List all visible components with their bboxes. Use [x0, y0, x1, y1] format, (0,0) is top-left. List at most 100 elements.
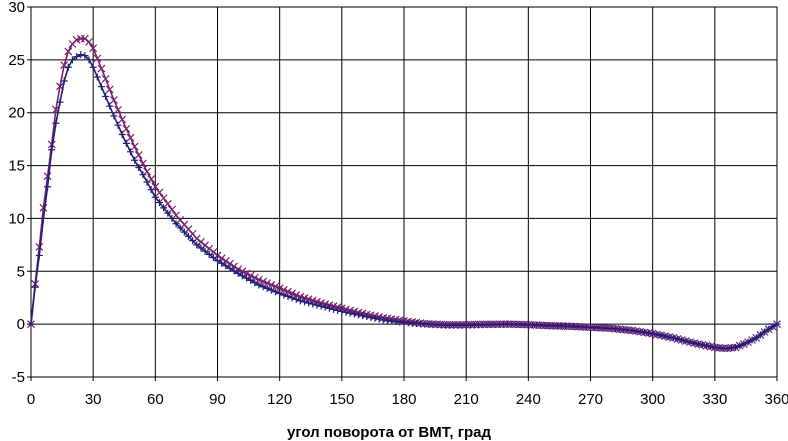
data-point — [736, 342, 744, 350]
data-point — [56, 98, 64, 106]
data-point — [126, 148, 134, 156]
data-point — [640, 328, 648, 336]
data-point — [288, 294, 296, 302]
data-point — [101, 74, 110, 83]
data-point — [197, 244, 205, 252]
data-point — [682, 337, 690, 345]
x-tick-label: 90 — [209, 391, 226, 408]
data-point — [205, 250, 213, 258]
data-point — [375, 315, 383, 323]
data-point — [131, 156, 139, 164]
x-tick-label: 180 — [391, 391, 416, 408]
data-point — [317, 302, 325, 310]
data-point — [110, 112, 118, 120]
data-point — [85, 56, 93, 64]
data-point — [690, 339, 698, 347]
data-point — [47, 140, 56, 149]
data-point — [305, 299, 313, 307]
data-point — [247, 276, 255, 284]
x-tick-label: 270 — [578, 391, 603, 408]
data-point — [114, 105, 122, 114]
data-point — [139, 171, 147, 179]
data-point — [338, 307, 346, 315]
data-point — [89, 44, 98, 53]
data-point — [155, 188, 164, 197]
data-point — [674, 335, 682, 343]
data-point — [97, 64, 106, 73]
data-point — [255, 275, 263, 284]
data-point — [167, 205, 176, 214]
data-point — [276, 289, 284, 297]
data-point — [288, 289, 297, 298]
y-tick-label: -5 — [12, 369, 25, 386]
data-point — [350, 310, 358, 318]
data-point — [214, 257, 221, 265]
x-axis-title: угол поворота от ВМТ, град — [287, 424, 491, 441]
data-point — [645, 329, 653, 337]
data-point — [665, 333, 673, 341]
data-point — [102, 92, 110, 100]
data-point — [155, 199, 163, 207]
data-point — [44, 183, 52, 191]
data-point — [346, 309, 354, 317]
data-point — [80, 34, 89, 43]
data-point — [147, 175, 156, 184]
data-point — [151, 193, 159, 201]
data-point — [628, 326, 636, 334]
data-point — [143, 178, 151, 186]
x-tick-label: 120 — [267, 391, 292, 408]
x-tick-label: 300 — [640, 391, 665, 408]
data-point — [172, 220, 180, 228]
data-point — [134, 151, 143, 159]
y-axis: -5 0 5 10 15 20 25 30 — [8, 0, 31, 386]
data-point — [359, 312, 367, 320]
data-point — [230, 267, 238, 275]
data-point — [267, 280, 276, 289]
data-point — [275, 284, 284, 293]
data-point — [135, 163, 143, 171]
data-point — [661, 332, 669, 340]
data-point — [263, 284, 271, 292]
y-tick-label: 25 — [8, 52, 25, 69]
y-tick-label: 20 — [8, 105, 25, 122]
data-point — [93, 73, 101, 81]
data-point — [143, 167, 151, 176]
data-point — [73, 53, 81, 61]
data-point — [31, 283, 39, 291]
data-point — [118, 130, 126, 138]
data-point — [255, 281, 263, 289]
data-point — [354, 311, 362, 319]
data-point — [39, 214, 47, 222]
data-point — [263, 279, 272, 288]
data-point — [325, 304, 333, 312]
x-tick-label: 240 — [516, 391, 541, 408]
x-tick-label: 330 — [702, 391, 727, 408]
data-point — [234, 269, 242, 277]
data-point — [309, 300, 317, 308]
series-layer — [27, 34, 781, 353]
x-tick-label: 360 — [764, 391, 788, 408]
data-point — [180, 228, 188, 236]
data-point — [765, 325, 773, 333]
x-tick-label: 60 — [147, 391, 164, 408]
data-point — [740, 340, 748, 348]
data-point — [147, 186, 155, 194]
data-point — [122, 139, 130, 147]
x-axis: 0 30 60 90 120 150 180 210 240 270 300 330 360 — [27, 377, 788, 408]
data-point — [649, 330, 657, 338]
data-point — [218, 259, 226, 267]
data-point — [201, 247, 209, 255]
data-point — [106, 102, 114, 110]
data-point — [122, 124, 131, 133]
x-tick-label: 30 — [85, 391, 102, 408]
data-point — [653, 331, 661, 339]
data-point — [703, 342, 711, 350]
data-point — [773, 320, 781, 328]
data-point — [334, 306, 342, 314]
data-point — [330, 305, 338, 313]
data-point — [130, 142, 139, 151]
data-point — [43, 172, 52, 181]
data-point — [267, 286, 275, 294]
data-point — [226, 264, 234, 272]
x-tick-label: 150 — [329, 391, 354, 408]
